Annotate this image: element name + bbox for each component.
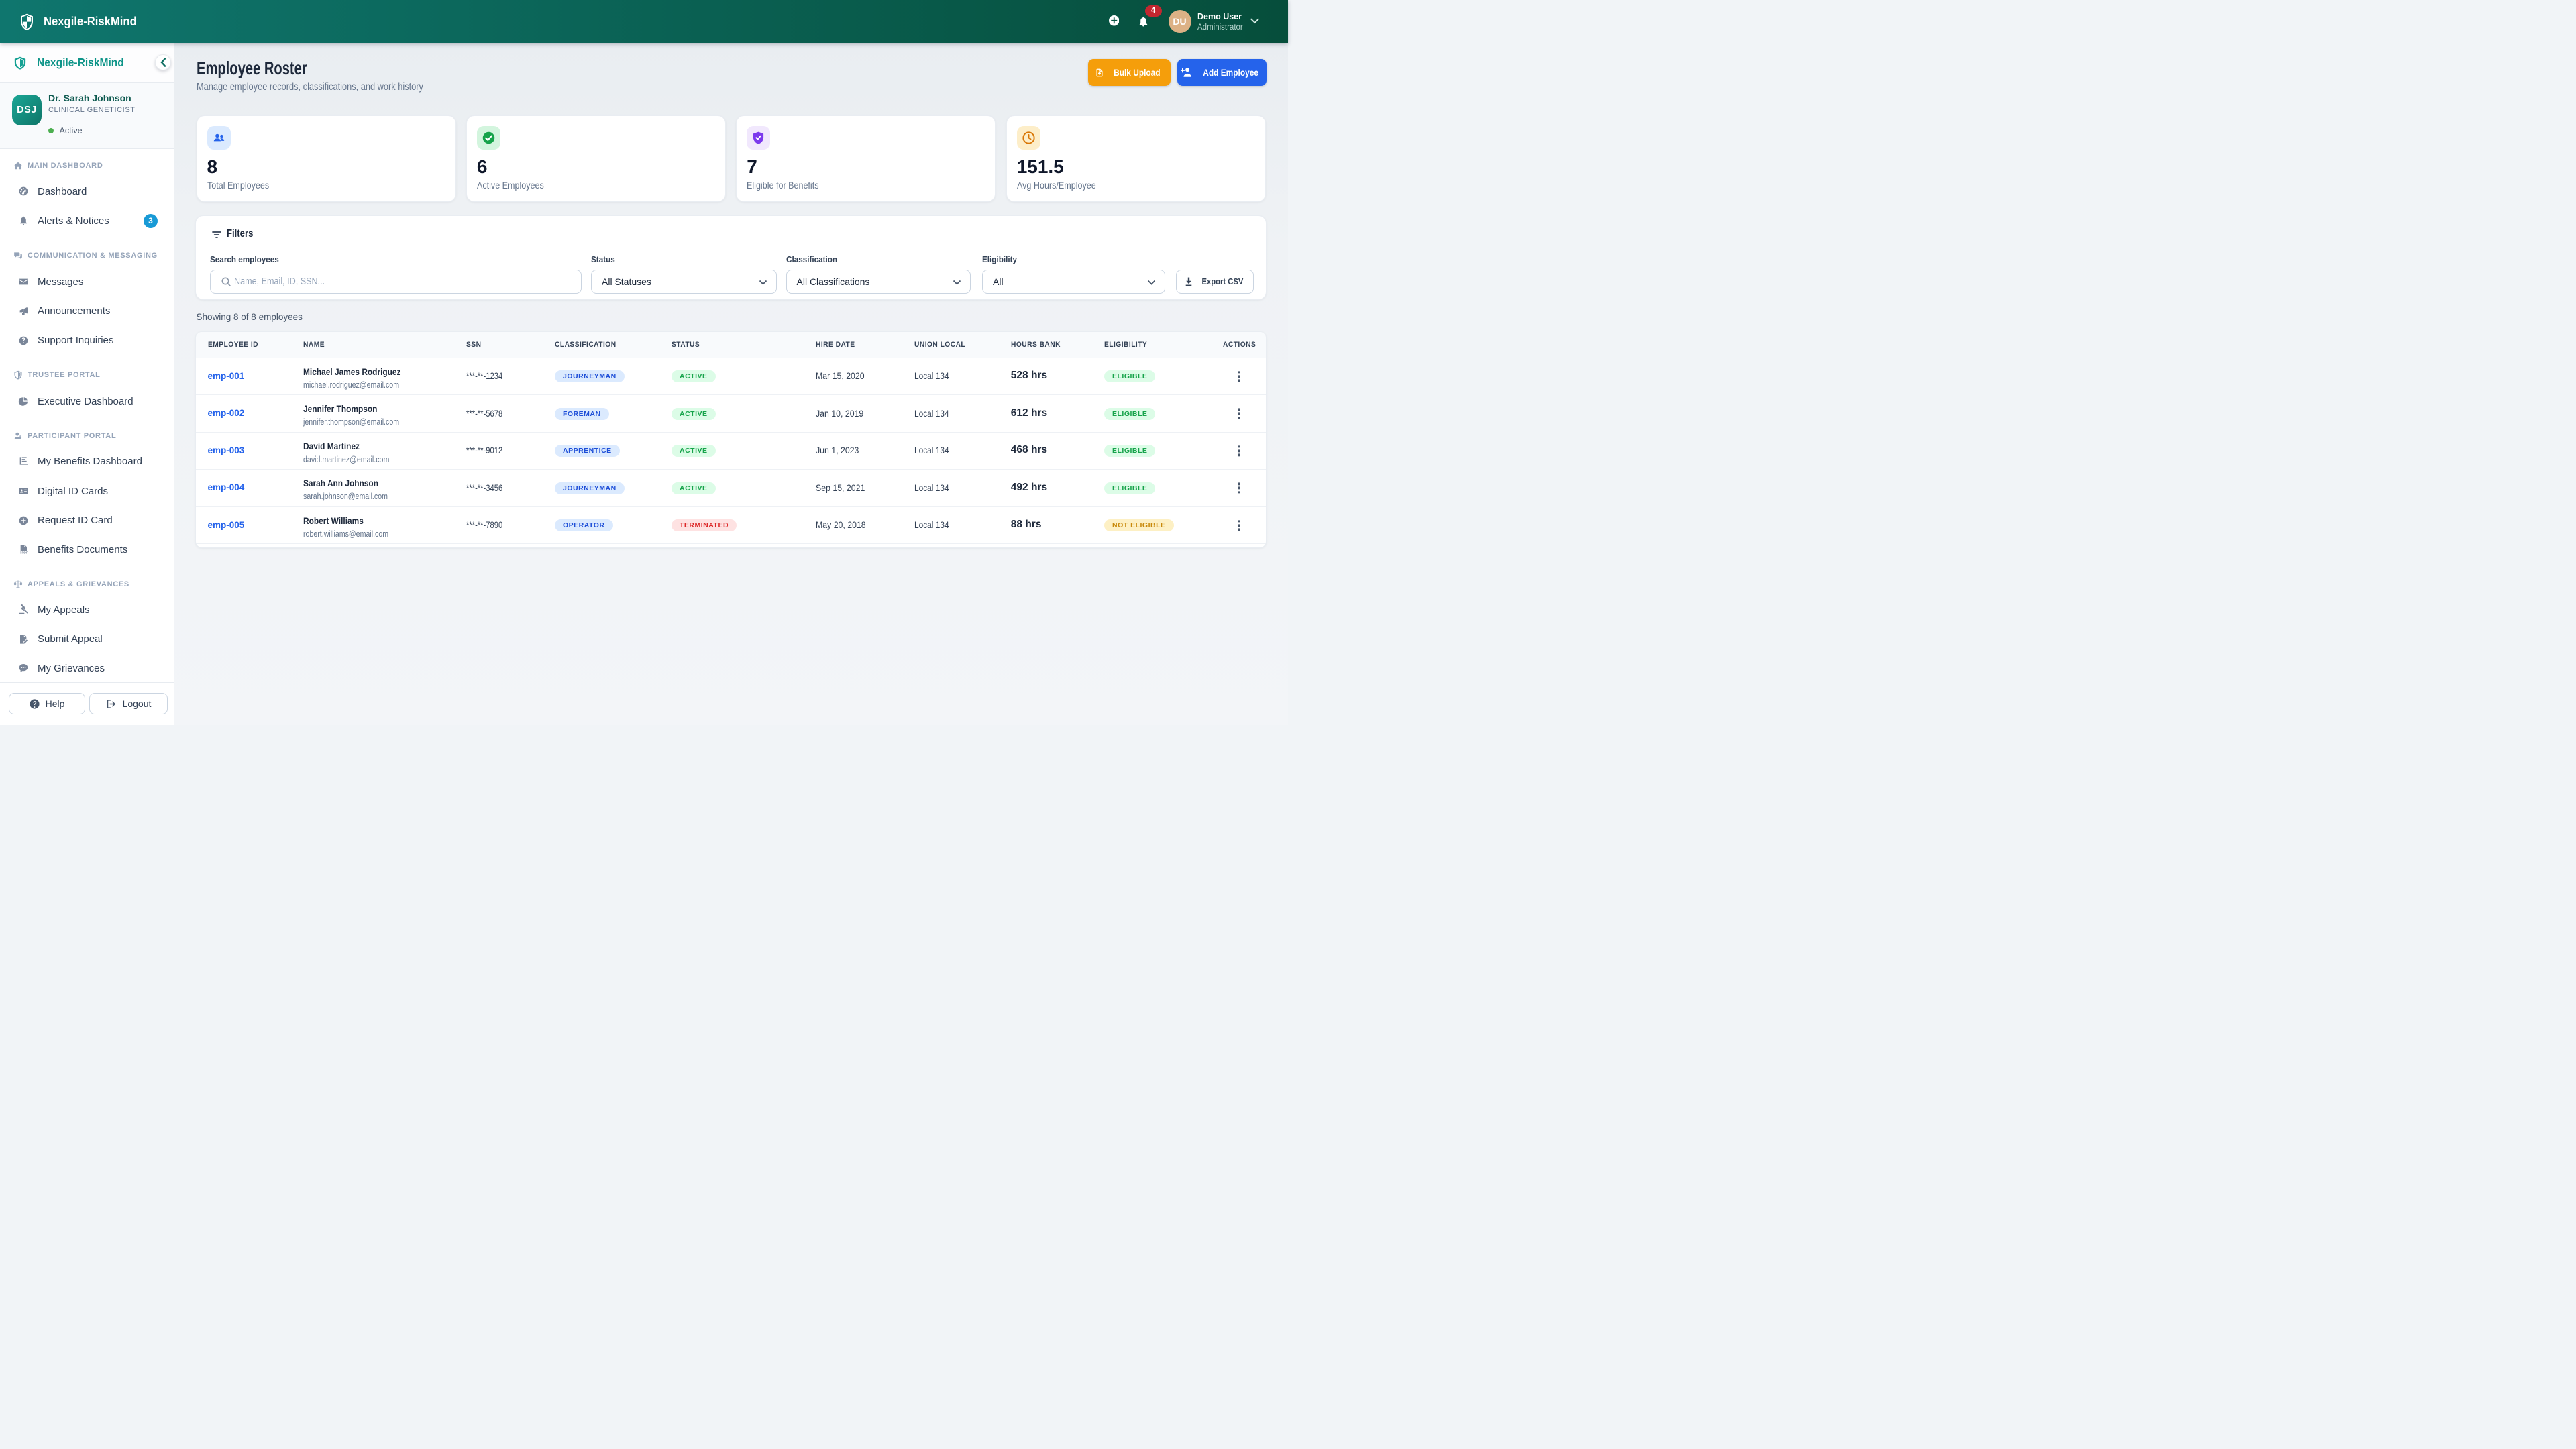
svg-text:PDF: PDF — [21, 551, 28, 555]
